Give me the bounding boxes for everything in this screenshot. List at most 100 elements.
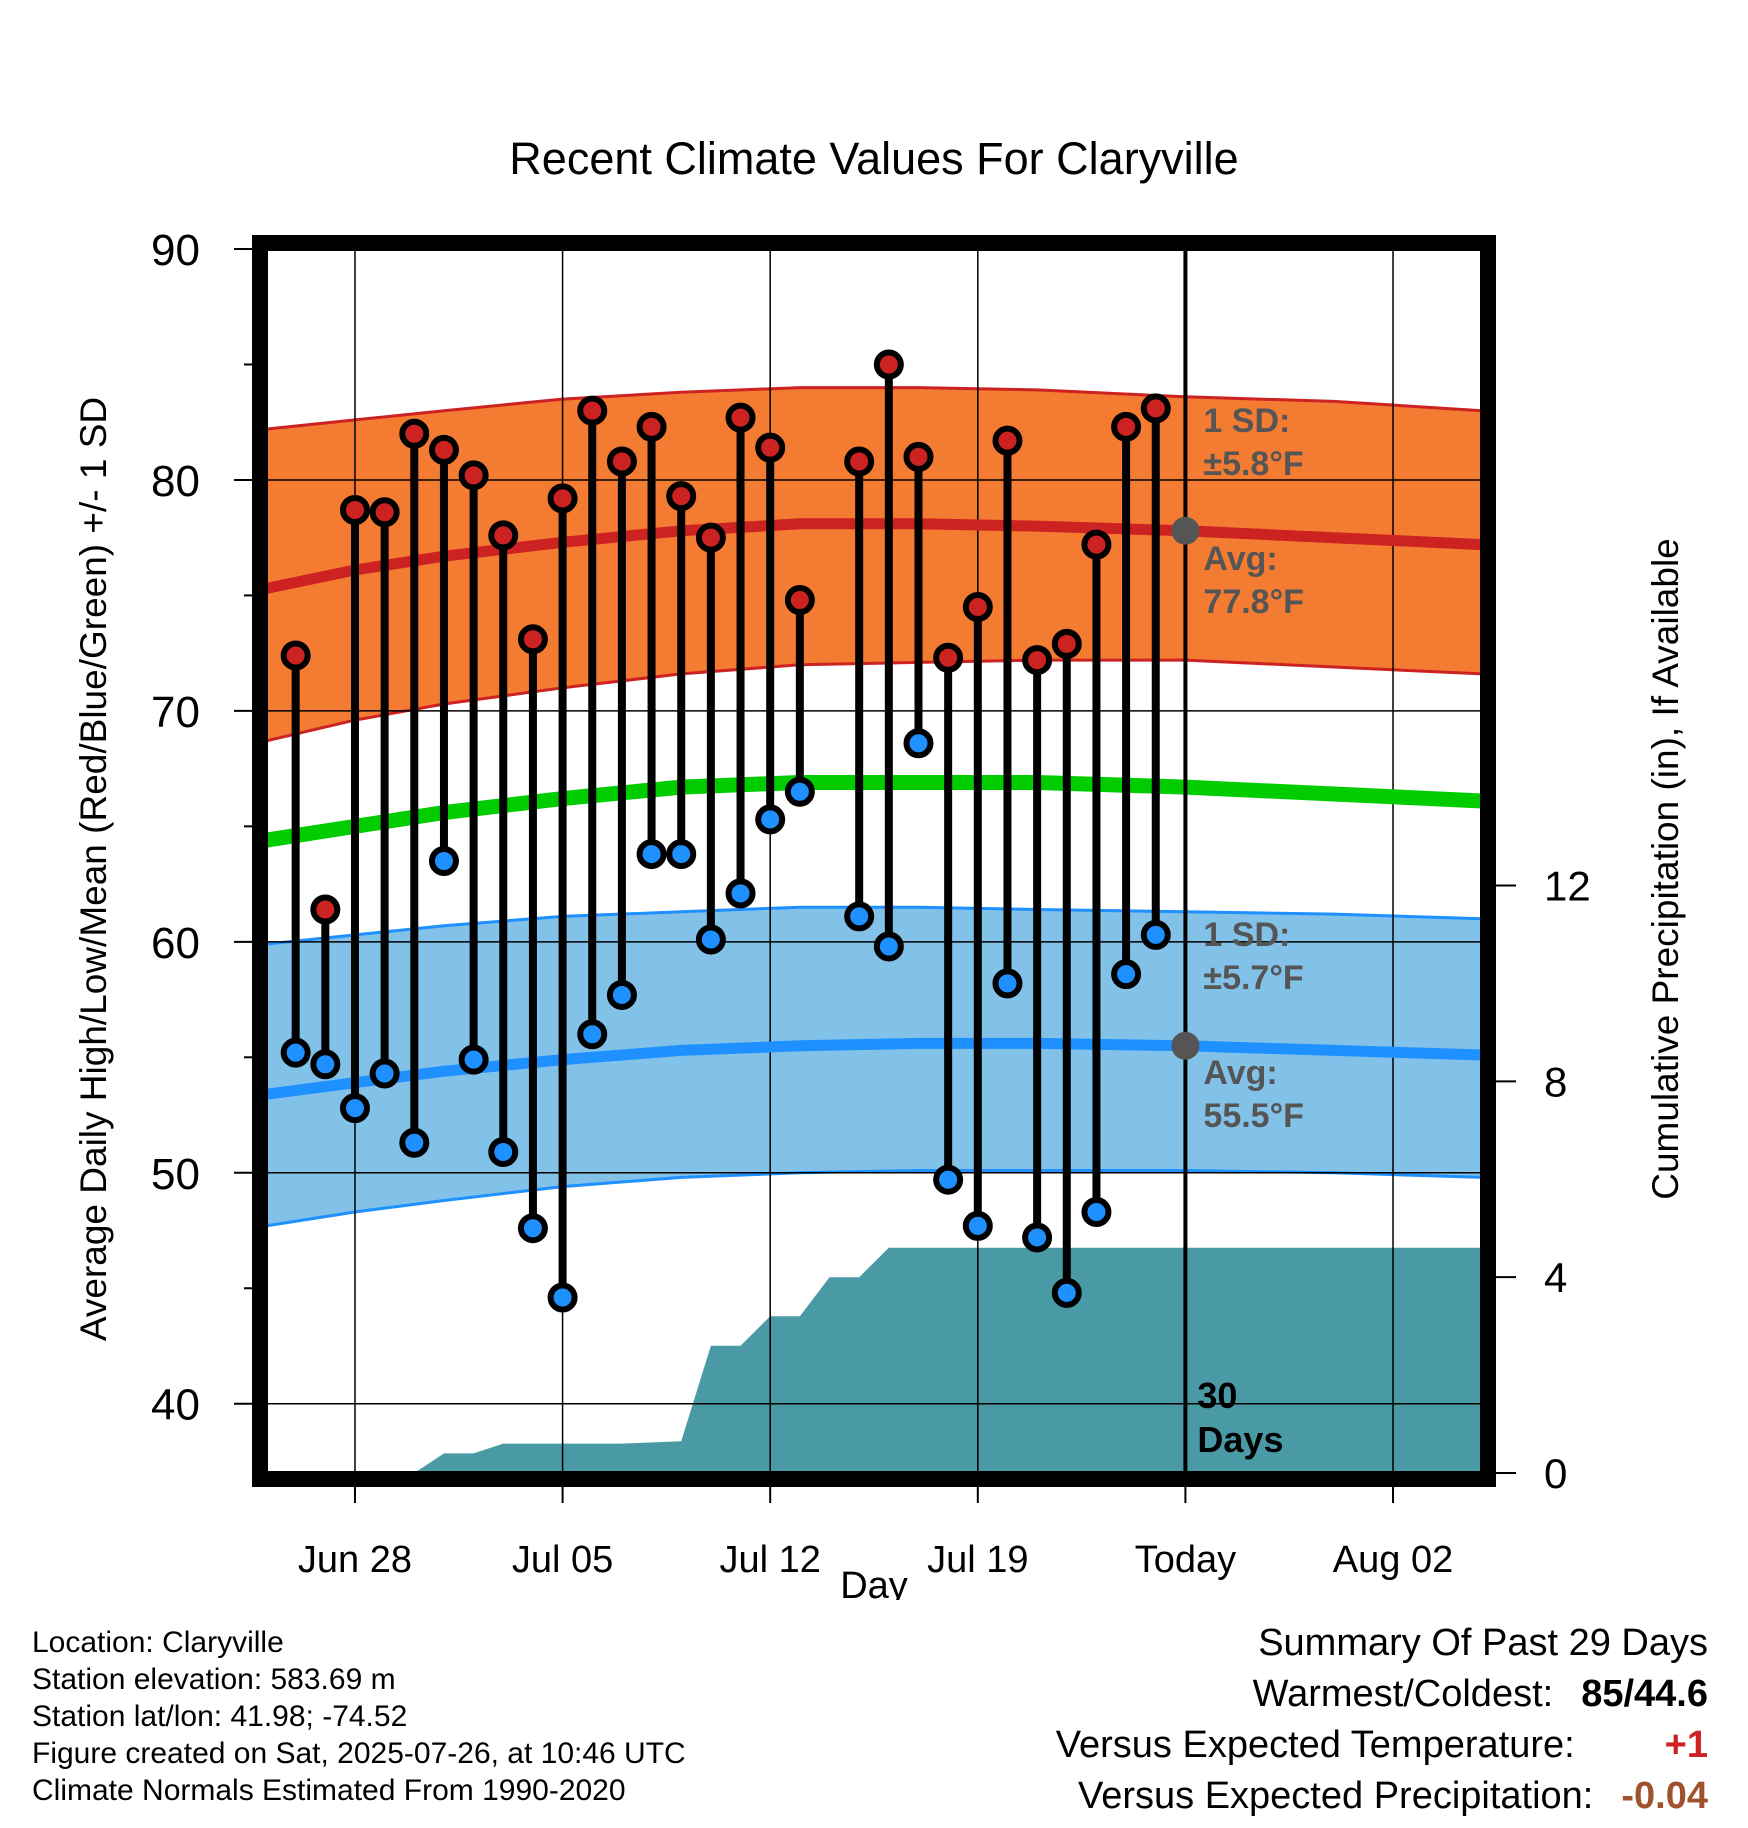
info-latlon: Station lat/lon: 41.98; -74.52 bbox=[32, 1700, 408, 1733]
low-point bbox=[784, 776, 815, 807]
daily-dots bbox=[280, 349, 1171, 1313]
y-left-tick-label: 90 bbox=[151, 226, 200, 275]
low-point bbox=[547, 1282, 578, 1313]
high-sd-label: 1 SD: bbox=[1203, 402, 1290, 440]
low-point bbox=[962, 1210, 993, 1241]
low-point bbox=[844, 901, 875, 932]
low-point bbox=[695, 924, 726, 955]
low-sd-band bbox=[266, 907, 1482, 1226]
y-right-axis-title: Cumulative Precipitation (in), If Availa… bbox=[1645, 538, 1686, 1200]
y-left-tick-label: 80 bbox=[151, 457, 200, 506]
high-point bbox=[873, 349, 904, 380]
summary-title: Summary Of Past 29 Days bbox=[1258, 1622, 1708, 1664]
high-point bbox=[725, 402, 756, 433]
low-point bbox=[517, 1213, 548, 1244]
high-point bbox=[962, 591, 993, 622]
mean-avg-line bbox=[264, 775, 1483, 848]
x-axis-label: Day bbox=[840, 1565, 908, 1600]
low-point bbox=[755, 804, 786, 835]
low-point bbox=[1111, 959, 1142, 990]
temp-vs-expected-value: +1 bbox=[1664, 1724, 1708, 1766]
plot-border bbox=[252, 235, 1496, 1487]
warmest-coldest-value: 85/44.6 bbox=[1581, 1673, 1708, 1715]
low-point bbox=[933, 1164, 964, 1195]
y-left-tick-label: 40 bbox=[151, 1381, 200, 1430]
high-point bbox=[339, 494, 370, 525]
low-point bbox=[1140, 919, 1171, 950]
high-point bbox=[280, 640, 311, 671]
high-point bbox=[1111, 411, 1142, 442]
high-point bbox=[933, 642, 964, 673]
low-point bbox=[1022, 1222, 1053, 1253]
low-point bbox=[339, 1093, 370, 1124]
y-right-tick-label: 0 bbox=[1544, 1450, 1567, 1497]
low-point bbox=[636, 839, 667, 870]
x-tick-label: Jul 19 bbox=[927, 1539, 1028, 1581]
summary-warmest-coldest: Warmest/Coldest: 85/44.6 bbox=[1253, 1673, 1708, 1716]
today-label-line2: Days bbox=[1197, 1419, 1283, 1460]
low-sd-value: ±5.7°F bbox=[1203, 959, 1303, 997]
info-created: Figure created on Sat, 2025-07-26, at 10… bbox=[32, 1737, 686, 1770]
axes: 40 50 60 70 80 90 0 4 8 12 Jun 28 Jul 05 Jul 12 Jul 1… bbox=[73, 226, 1686, 1581]
y-left-axis-title: Average Daily High/Low/Mean (Red/Blue/Gr… bbox=[73, 397, 114, 1341]
low-point bbox=[280, 1037, 311, 1068]
high-point bbox=[428, 434, 459, 465]
warmest-coldest-label: Warmest/Coldest: bbox=[1252, 1673, 1554, 1715]
high-point bbox=[755, 432, 786, 463]
today-label-line1: 30 bbox=[1197, 1375, 1237, 1416]
climate-chart: Recent Climate Values For Claryville 30D… bbox=[73, 133, 1686, 1600]
high-point bbox=[992, 425, 1023, 456]
precip-area bbox=[266, 1247, 1482, 1473]
x-tick-label: Today bbox=[1135, 1539, 1236, 1581]
high-point bbox=[1051, 628, 1082, 659]
low-point bbox=[725, 878, 756, 909]
y-right-tick-label: 4 bbox=[1544, 1254, 1567, 1301]
low-sd-label: 1 SD: bbox=[1203, 916, 1290, 954]
normal-bands bbox=[265, 386, 1483, 1228]
high-point bbox=[844, 446, 875, 477]
low-point bbox=[606, 979, 637, 1010]
info-elevation: Station elevation: 583.69 m bbox=[32, 1663, 396, 1696]
x-tick-label: Jun 28 bbox=[298, 1539, 412, 1581]
y-right-tick-label: 8 bbox=[1544, 1058, 1567, 1105]
precip-cumulative-area bbox=[266, 1247, 1482, 1473]
high-sd-band bbox=[266, 387, 1482, 741]
low-point bbox=[428, 846, 459, 876]
plot-frame bbox=[252, 235, 1496, 1487]
y-left-tick-label: 50 bbox=[151, 1150, 200, 1199]
low-avg-value: 55.5°F bbox=[1203, 1097, 1304, 1135]
today-low-avg-marker bbox=[1171, 1031, 1200, 1060]
high-point bbox=[606, 446, 637, 477]
low-point bbox=[1051, 1277, 1082, 1308]
x-tick-label: Jul 12 bbox=[719, 1539, 820, 1581]
info-normals: Climate Normals Estimated From 1990-2020 bbox=[32, 1774, 626, 1807]
high-point bbox=[577, 395, 608, 426]
summary-precip: Versus Expected Precipitation: -0.04 bbox=[1078, 1775, 1708, 1818]
temp-vs-expected-label: Versus Expected Temperature: bbox=[1055, 1724, 1575, 1766]
high-point bbox=[547, 483, 578, 514]
high-point bbox=[517, 624, 548, 655]
high-point bbox=[310, 894, 341, 925]
station-info: Location: Claryville Station elevation: … bbox=[32, 1624, 686, 1809]
low-point bbox=[903, 728, 934, 759]
high-point bbox=[1081, 529, 1112, 560]
high-point bbox=[903, 441, 934, 472]
info-location: Location: Claryville bbox=[32, 1626, 284, 1659]
precip-vs-expected-value: -0.04 bbox=[1621, 1775, 1708, 1817]
annotations: 1 SD: ±5.8°F Avg: 77.8°F 1 SD: ±5.7°F Avg: 55.5… bbox=[1171, 402, 1304, 1135]
daily-stems bbox=[291, 364, 1160, 1298]
low-point bbox=[488, 1136, 519, 1167]
high-sd-value: ±5.8°F bbox=[1203, 445, 1303, 483]
y-left-tick-label: 70 bbox=[151, 688, 200, 737]
low-avg-label: Avg: bbox=[1203, 1054, 1277, 1092]
chart-title: Recent Climate Values For Claryville bbox=[509, 133, 1238, 184]
low-point bbox=[369, 1058, 400, 1089]
low-point bbox=[577, 1019, 608, 1050]
high-point bbox=[636, 411, 667, 442]
x-tick-label: Aug 02 bbox=[1333, 1539, 1453, 1581]
low-point bbox=[666, 839, 697, 870]
x-tick-label: Jul 05 bbox=[512, 1539, 613, 1581]
high-point bbox=[1022, 645, 1053, 676]
high-point bbox=[369, 497, 400, 528]
